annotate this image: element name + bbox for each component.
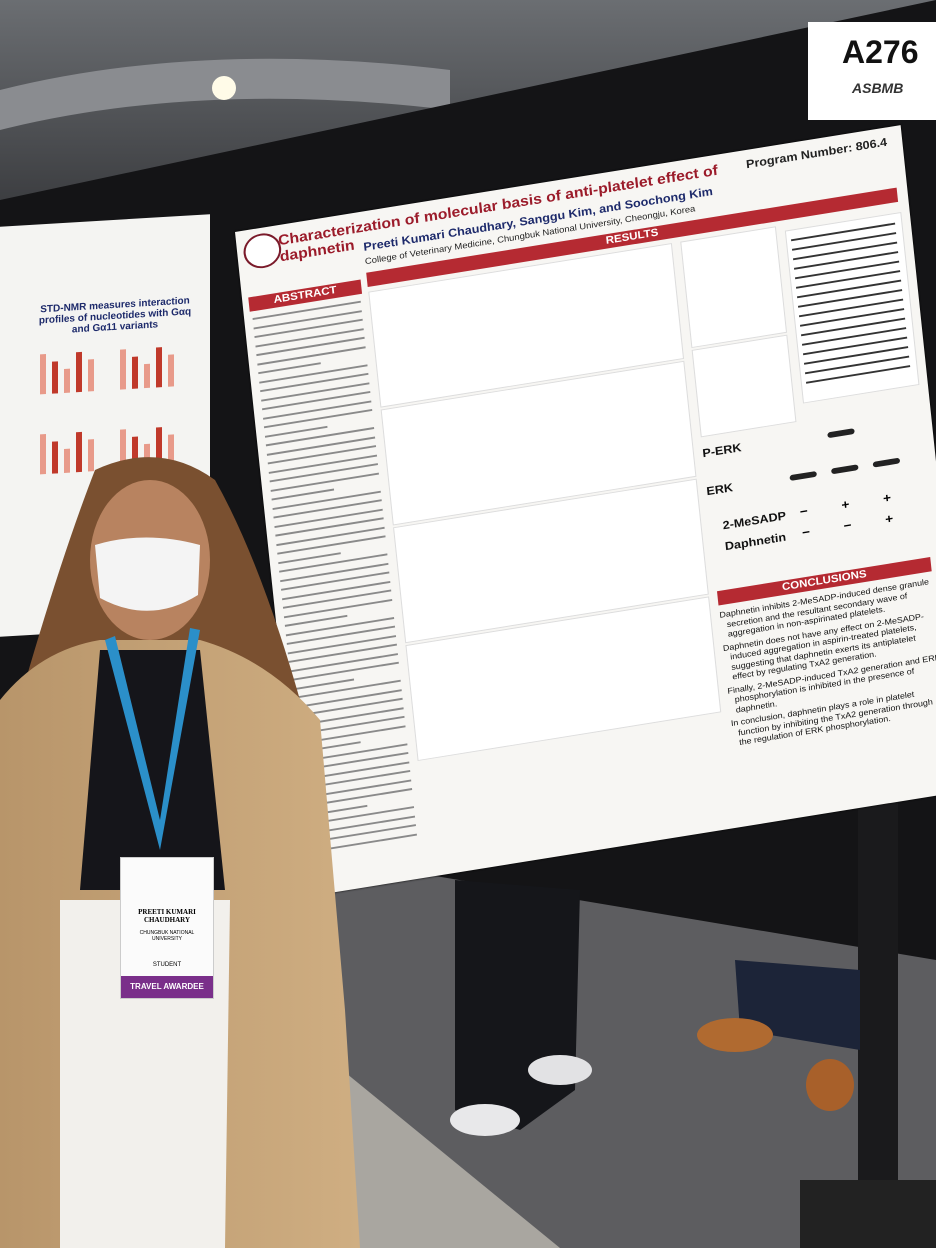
booth-org: ASBMB (852, 80, 904, 96)
bag (800, 1180, 936, 1248)
shoe (450, 1104, 520, 1136)
booth-sign: A276 ASBMB (808, 22, 936, 120)
mask (95, 537, 200, 611)
shoe (528, 1055, 592, 1085)
blouse (80, 650, 225, 890)
badge-affiliation: CHUNGBUK NATIONAL UNIVERSITY (139, 930, 195, 942)
badge-name: PREETI KUMARI CHAUDHARY (138, 908, 196, 924)
booth-number: A276 (842, 34, 919, 70)
badge: PREETI KUMARI CHAUDHARY CHUNGBUK NATIONA… (120, 857, 214, 999)
light (212, 76, 236, 100)
shoe (697, 1018, 773, 1052)
lanyard (105, 628, 200, 850)
badge-award: TRAVEL AWARDEE (121, 976, 213, 998)
shoe (806, 1059, 854, 1111)
badge-role: STUDENT (152, 962, 182, 968)
